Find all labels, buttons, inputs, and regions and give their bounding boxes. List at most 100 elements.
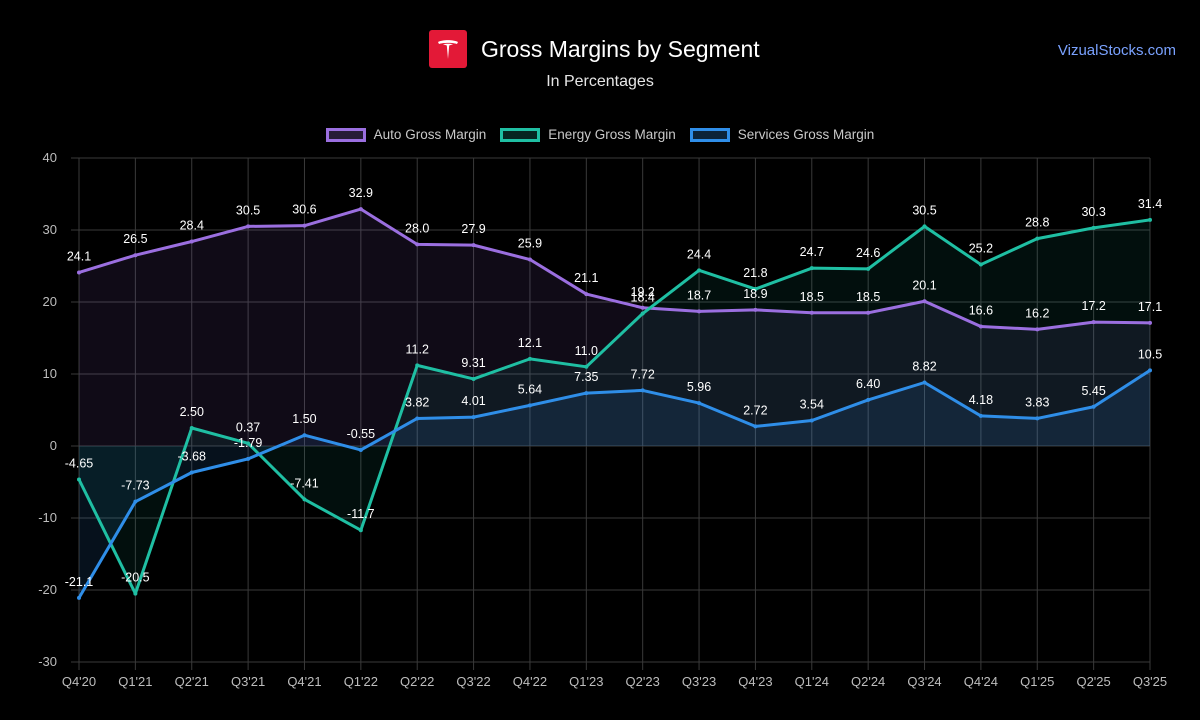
energy-data-point[interactable] [584, 364, 589, 369]
services-data-point[interactable] [471, 415, 476, 420]
auto-data-point[interactable] [471, 243, 476, 248]
auto-data-point[interactable] [1035, 327, 1040, 332]
services-data-point[interactable] [809, 418, 814, 423]
brand-link[interactable]: VizualStocks.com [1057, 42, 1176, 59]
area-fill-layer [79, 209, 1150, 598]
legend-item-services[interactable]: Services Gross Margin [689, 127, 874, 142]
services-data-point[interactable] [640, 388, 645, 393]
x-tick-label: Q1'23 [569, 674, 603, 689]
auto-data-point[interactable] [1148, 320, 1152, 325]
energy-data-label: 30.5 [912, 203, 936, 217]
auto-data-point[interactable] [922, 299, 927, 304]
energy-data-point[interactable] [1035, 236, 1040, 241]
auto-data-point[interactable] [978, 324, 983, 329]
auto-data-point[interactable] [753, 307, 758, 312]
grid-layer [71, 157, 1151, 670]
auto-data-point[interactable] [189, 239, 194, 244]
energy-data-point[interactable] [922, 224, 927, 229]
energy-data-point[interactable] [527, 356, 532, 361]
services-data-point[interactable] [77, 595, 81, 600]
services-data-point[interactable] [189, 470, 194, 475]
energy-data-point[interactable] [697, 268, 702, 273]
services-data-label: 10.5 [1138, 347, 1162, 361]
auto-series-line[interactable] [77, 207, 1152, 331]
energy-data-point[interactable] [640, 311, 645, 316]
x-tick-label: Q2'21 [175, 674, 209, 689]
energy-data-point[interactable] [358, 528, 363, 533]
auto-data-point[interactable] [358, 207, 363, 212]
services-data-point[interactable] [527, 403, 532, 408]
legend-item-auto[interactable]: Auto Gross Margin [325, 127, 486, 142]
legend-label-energy: Energy Gross Margin [548, 127, 676, 142]
x-tick-label: Q3'21 [231, 674, 265, 689]
chart-legend: Auto Gross Margin Energy Gross Margin Se… [0, 127, 1200, 142]
x-tick-label: Q3'24 [907, 674, 941, 689]
x-tick-label: Q4'21 [287, 674, 321, 689]
services-data-point[interactable] [1148, 368, 1152, 373]
services-data-point[interactable] [358, 447, 363, 452]
y-tick-label: 40 [43, 150, 57, 165]
x-tick-label: Q1'24 [795, 674, 829, 689]
energy-data-point[interactable] [1091, 225, 1096, 230]
services-data-label: 4.01 [461, 394, 485, 408]
services-data-point[interactable] [133, 499, 138, 504]
auto-data-point[interactable] [697, 309, 702, 314]
auto-data-point[interactable] [1091, 320, 1096, 325]
auto-data-point[interactable] [133, 253, 138, 258]
services-data-point[interactable] [1035, 416, 1040, 421]
auto-data-point[interactable] [640, 305, 645, 310]
energy-data-point[interactable] [471, 376, 476, 381]
auto-data-label: 24.1 [67, 249, 91, 263]
auto-data-label: 16.6 [969, 303, 993, 317]
auto-data-point[interactable] [584, 292, 589, 297]
legend-swatch-energy [500, 127, 541, 142]
energy-data-point[interactable] [246, 441, 251, 446]
auto-data-label: 18.5 [800, 290, 824, 304]
services-data-point[interactable] [753, 424, 758, 429]
energy-data-point[interactable] [302, 497, 307, 502]
x-tick-label: Q4'20 [62, 674, 96, 689]
energy-data-point[interactable] [866, 266, 871, 271]
auto-data-point[interactable] [77, 270, 81, 275]
energy-data-point[interactable] [133, 591, 138, 596]
services-data-point[interactable] [1091, 404, 1096, 409]
energy-data-label: 31.4 [1138, 197, 1162, 211]
energy-data-point[interactable] [753, 287, 758, 292]
energy-data-point[interactable] [1148, 217, 1152, 222]
auto-area-fill [79, 209, 1150, 446]
auto-data-point[interactable] [246, 224, 251, 229]
energy-data-point[interactable] [978, 262, 983, 267]
y-tick-label: -10 [38, 510, 57, 525]
energy-data-point[interactable] [415, 363, 420, 368]
auto-data-point[interactable] [302, 223, 307, 228]
energy-series-line[interactable] [77, 218, 1152, 596]
services-data-label: 3.83 [1025, 395, 1049, 409]
services-data-point[interactable] [697, 401, 702, 406]
services-data-point[interactable] [415, 416, 420, 421]
services-data-point[interactable] [978, 413, 983, 418]
services-data-label: -21.1 [65, 575, 94, 589]
legend-item-energy[interactable]: Energy Gross Margin [500, 127, 676, 142]
services-series-line[interactable] [77, 368, 1152, 600]
auto-data-point[interactable] [415, 242, 420, 247]
energy-data-label: 2.50 [180, 405, 204, 419]
energy-data-point[interactable] [809, 266, 814, 271]
services-data-point[interactable] [922, 380, 927, 385]
auto-data-point[interactable] [866, 310, 871, 315]
services-data-point[interactable] [584, 391, 589, 396]
energy-data-point[interactable] [77, 477, 81, 482]
legend-swatch-auto [325, 127, 366, 142]
energy-data-point[interactable] [189, 426, 194, 430]
auto-data-label: 30.5 [236, 203, 260, 217]
services-data-point[interactable] [246, 456, 251, 461]
chart-header: Gross Margins by Segment In Percentages … [0, 0, 1200, 100]
x-tick-label: Q1'21 [118, 674, 152, 689]
energy-data-label: 30.3 [1081, 205, 1105, 219]
auto-data-point[interactable] [527, 257, 532, 262]
services-data-point[interactable] [302, 433, 307, 438]
auto-data-point[interactable] [809, 310, 814, 315]
tesla-logo-icon [429, 30, 467, 68]
services-area-fill [79, 370, 1150, 598]
services-data-point[interactable] [866, 397, 871, 402]
x-tick-label: Q4'22 [513, 674, 547, 689]
